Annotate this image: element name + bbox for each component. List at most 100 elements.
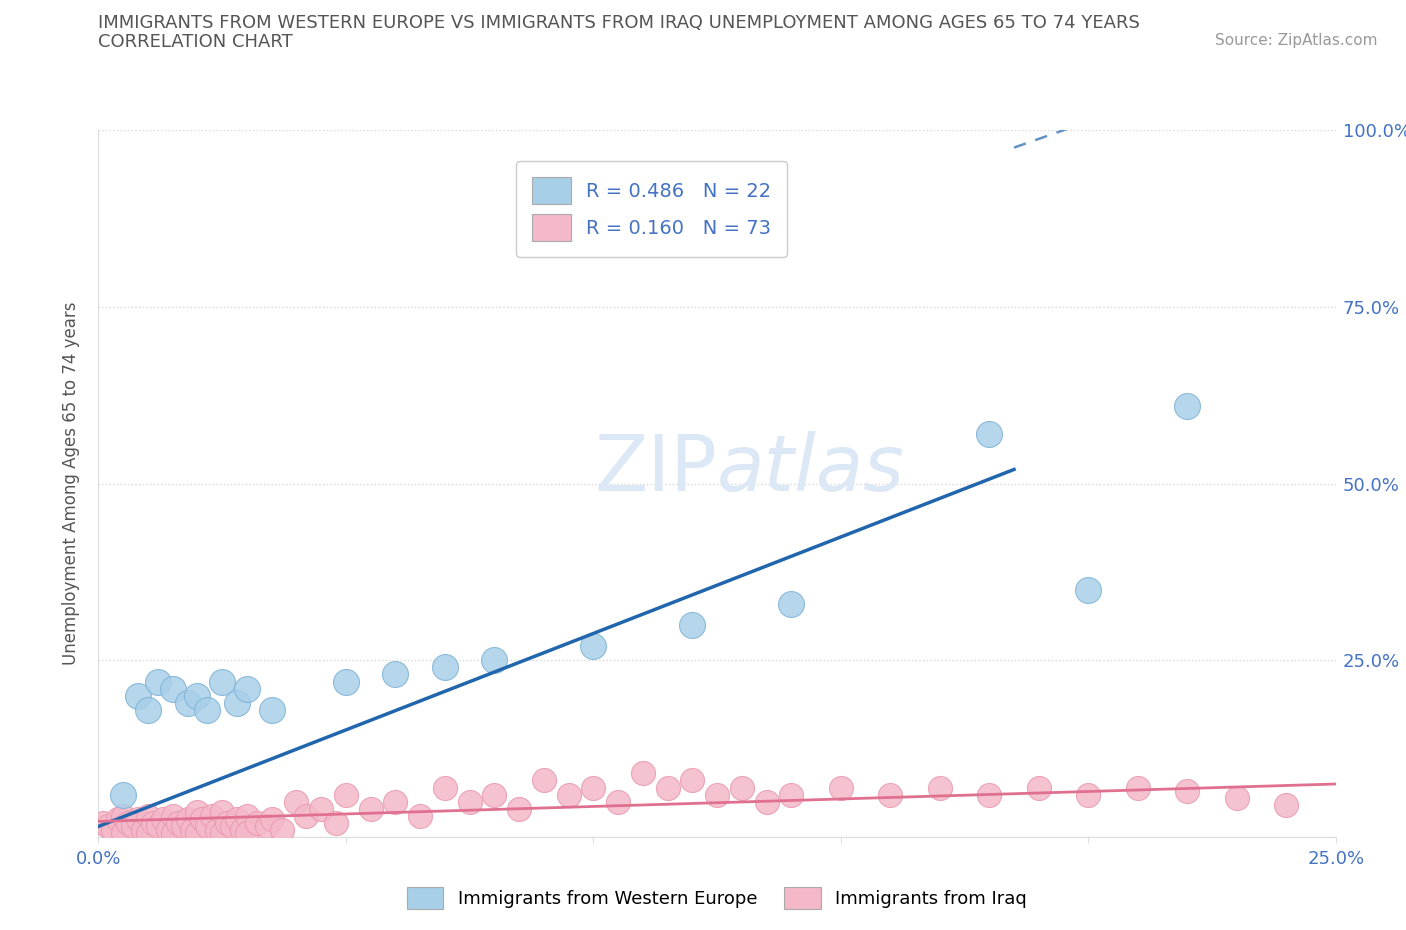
Point <box>226 696 249 711</box>
Point <box>195 819 218 834</box>
Point <box>1275 798 1298 813</box>
Point <box>97 819 120 834</box>
Point <box>221 819 243 834</box>
Point <box>335 787 357 802</box>
Point <box>360 802 382 817</box>
Point <box>780 787 803 802</box>
Point <box>181 822 204 837</box>
Point <box>433 660 456 675</box>
Point <box>107 812 129 827</box>
Point <box>260 812 283 827</box>
Point <box>1126 780 1149 795</box>
Point <box>172 819 194 834</box>
Point <box>979 787 1001 802</box>
Point <box>152 812 174 827</box>
Point <box>176 812 198 827</box>
Point <box>1175 398 1198 413</box>
Point <box>122 819 145 834</box>
Point <box>731 780 754 795</box>
Point <box>582 780 605 795</box>
Point <box>217 816 239 830</box>
Point <box>1175 784 1198 799</box>
Point <box>631 766 654 781</box>
Point <box>780 596 803 611</box>
Point <box>433 780 456 795</box>
Point <box>112 808 135 823</box>
Point <box>136 826 159 841</box>
Point <box>186 688 208 703</box>
Point <box>231 822 253 837</box>
Point <box>112 787 135 802</box>
Point <box>112 826 135 841</box>
Point <box>1226 790 1249 805</box>
Point <box>127 688 149 703</box>
Point <box>211 804 233 819</box>
Point <box>830 780 852 795</box>
Point <box>201 808 224 823</box>
Point <box>928 780 950 795</box>
Text: IMMIGRANTS FROM WESTERN EUROPE VS IMMIGRANTS FROM IRAQ UNEMPLOYMENT AMONG AGES 6: IMMIGRANTS FROM WESTERN EUROPE VS IMMIGR… <box>98 14 1140 32</box>
Point <box>236 808 259 823</box>
Point <box>1028 780 1050 795</box>
Legend: Immigrants from Western Europe, Immigrants from Iraq: Immigrants from Western Europe, Immigran… <box>401 880 1033 916</box>
Point <box>132 822 155 837</box>
Point <box>211 826 233 841</box>
Point <box>409 808 432 823</box>
Point <box>127 812 149 827</box>
Point <box>226 812 249 827</box>
Point <box>260 702 283 717</box>
Point <box>162 808 184 823</box>
Point <box>146 819 169 834</box>
Point <box>979 427 1001 442</box>
Point <box>162 681 184 696</box>
Point <box>681 773 703 788</box>
Point <box>508 802 530 817</box>
Point <box>484 653 506 668</box>
Point <box>166 816 188 830</box>
Point <box>533 773 555 788</box>
Point <box>1077 787 1099 802</box>
Point <box>186 826 208 841</box>
Point <box>325 816 347 830</box>
Point <box>93 816 115 830</box>
Point <box>295 808 318 823</box>
Point <box>384 667 406 682</box>
Point <box>146 674 169 689</box>
Point <box>205 822 228 837</box>
Point <box>557 787 579 802</box>
Point <box>706 787 728 802</box>
Text: atlas: atlas <box>717 432 905 508</box>
Y-axis label: Unemployment Among Ages 65 to 74 years: Unemployment Among Ages 65 to 74 years <box>62 302 80 665</box>
Point <box>103 822 125 837</box>
Point <box>186 804 208 819</box>
Point <box>879 787 901 802</box>
Text: Source: ZipAtlas.com: Source: ZipAtlas.com <box>1215 33 1378 47</box>
Point <box>384 794 406 809</box>
Point <box>136 702 159 717</box>
Point <box>246 816 269 830</box>
Point <box>117 816 139 830</box>
Point <box>458 794 481 809</box>
Point <box>142 816 165 830</box>
Point <box>484 787 506 802</box>
Point <box>270 822 292 837</box>
Point <box>1077 582 1099 597</box>
Point <box>607 794 630 809</box>
Point <box>191 812 214 827</box>
Legend: R = 0.486   N = 22, R = 0.160   N = 73: R = 0.486 N = 22, R = 0.160 N = 73 <box>516 161 787 257</box>
Point <box>195 702 218 717</box>
Text: ZIP: ZIP <box>595 432 717 508</box>
Point <box>755 794 778 809</box>
Text: CORRELATION CHART: CORRELATION CHART <box>98 33 294 50</box>
Point <box>162 826 184 841</box>
Point <box>236 826 259 841</box>
Point <box>236 681 259 696</box>
Point <box>136 808 159 823</box>
Point <box>285 794 308 809</box>
Point <box>335 674 357 689</box>
Point <box>657 780 679 795</box>
Point <box>256 819 278 834</box>
Point <box>582 639 605 654</box>
Point <box>156 822 179 837</box>
Point <box>176 696 198 711</box>
